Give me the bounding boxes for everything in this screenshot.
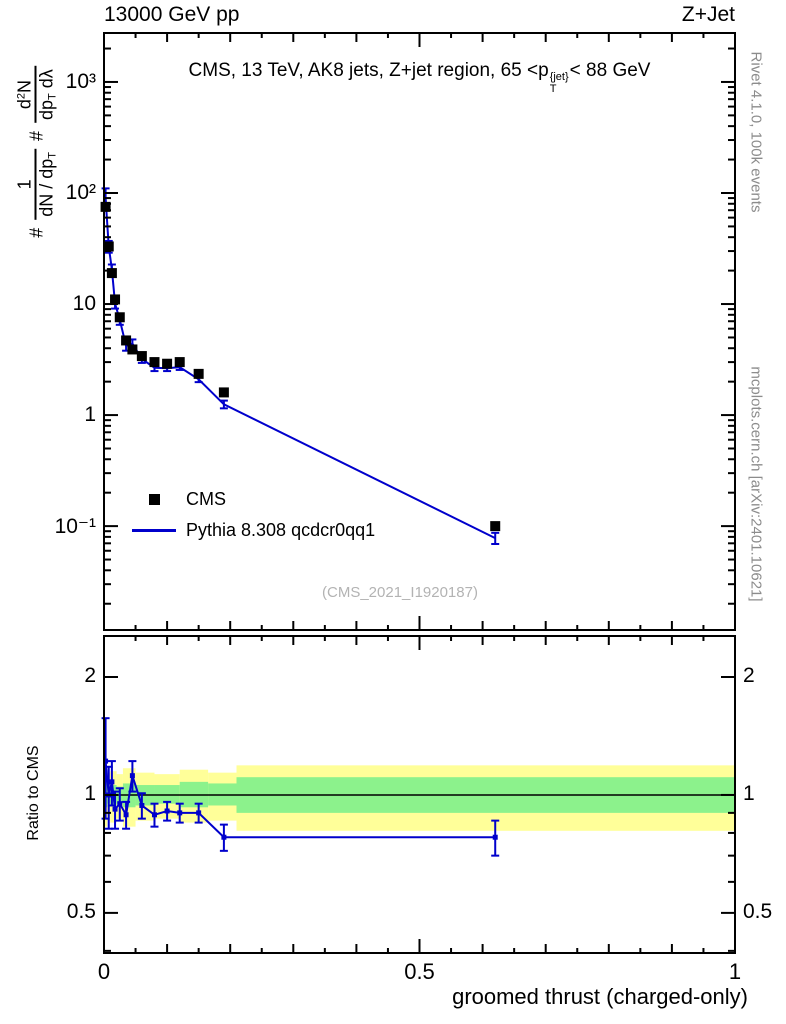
main-y-tick-label: 10	[72, 292, 96, 316]
main-y-tick-label: 10⁻¹	[54, 515, 96, 539]
y-axis-hash2: #	[26, 130, 47, 141]
x-tick-label: 1	[728, 959, 742, 984]
ratio-y-tick-label: 1	[84, 781, 96, 805]
y-axis-frac2-num: d2N	[15, 66, 37, 123]
ratio-y-tick-label-right: 1	[743, 781, 755, 805]
plot-title-post: < 88 GeV	[569, 60, 651, 81]
pt-jet-supsub: {jet} T	[549, 71, 569, 95]
y-axis-fraction-1: 1 dN / dpT	[15, 149, 59, 220]
main-y-tick-label: 10³	[65, 69, 96, 93]
ratio-y-tick-label-right: 2	[743, 664, 755, 687]
process-label: Z+Jet	[681, 3, 735, 26]
ratio-y-tick-label-right: 0.5	[743, 899, 773, 923]
ratio-axis-title: Ratio to CMS	[25, 745, 42, 841]
legend-marker-zone	[128, 529, 180, 532]
beam-energy-label: 13000 GeV pp	[104, 3, 240, 26]
ratio-y-tick-label: 2	[84, 664, 96, 687]
mcplots-attribution: mcplots.cern.ch [arXiv:2401.10621]	[747, 366, 765, 602]
y-axis-frac1-den: dN / dpT	[36, 152, 59, 217]
y-axis-frac2-den: dpT dλ	[36, 69, 59, 120]
plot-title-sup: {jet}	[549, 71, 569, 83]
legend-marker-zone	[128, 494, 180, 505]
x-axis-title: groomed thrust (charged-only)	[452, 984, 748, 1009]
y-axis-title: # 1 dN / dpT # d2N dpT dλ	[15, 66, 59, 238]
legend-item-cms: CMS	[128, 484, 375, 515]
main-y-tick-label: 10²	[65, 180, 96, 204]
legend: CMS Pythia 8.308 qcdcr0qq1	[128, 484, 375, 546]
y-axis-fraction-2: d2N dpT dλ	[15, 66, 59, 123]
legend-label-pythia: Pythia 8.308 qcdcr0qq1	[186, 520, 376, 540]
x-tick-label: 0.5	[404, 959, 435, 984]
plot-title-sub: T	[549, 82, 557, 95]
legend-label-cms: CMS	[186, 489, 226, 509]
y-axis-frac1-num: 1	[15, 149, 37, 220]
rivet-version-note: Rivet 4.1.0, 100k events	[747, 51, 765, 213]
cms-square-marker-icon	[148, 494, 160, 505]
analysis-watermark: (CMS_2021_I1920187)	[322, 584, 478, 601]
x-tick-label: 0	[97, 959, 111, 984]
main-y-tick-label: 1	[84, 403, 96, 427]
legend-item-pythia: Pythia 8.308 qcdcr0qq1	[128, 515, 375, 546]
plot-title-pre: CMS, 13 TeV, AK8 jets, Z+jet region, 65 …	[188, 60, 549, 81]
ratio-y-tick-label: 0.5	[66, 899, 96, 923]
plot-title: CMS, 13 TeV, AK8 jets, Z+jet region, 65 …	[106, 60, 733, 95]
y-axis-hash1: #	[26, 227, 47, 238]
pythia-line-marker-icon	[132, 529, 176, 532]
